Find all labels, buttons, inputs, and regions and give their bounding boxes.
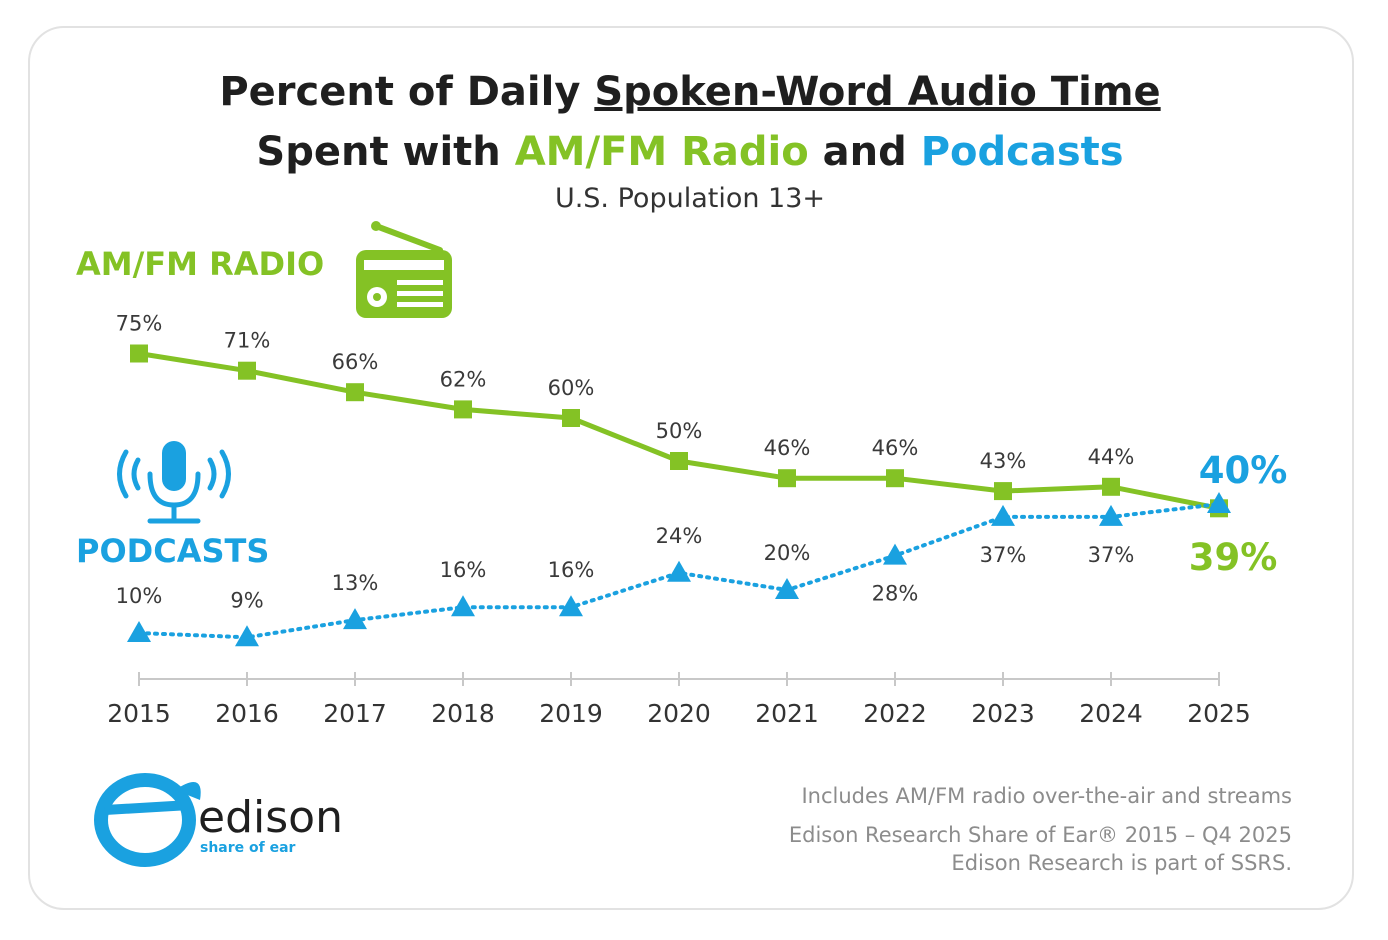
podcasts-data-label: 9% <box>230 588 263 612</box>
radio-data-label: 60% <box>548 376 595 400</box>
logo-wordmark: edison <box>198 792 343 843</box>
x-tick-label: 2021 <box>755 699 819 728</box>
x-tick-label: 2018 <box>431 699 495 728</box>
note-line-3: Edison Research is part of SSRS. <box>951 851 1292 875</box>
x-tick-label: 2025 <box>1187 699 1251 728</box>
podcasts-point <box>451 595 475 617</box>
radio-point <box>238 361 256 380</box>
chart-title-line-1: Percent of Daily Spoken-Word Audio Time <box>219 69 1160 115</box>
radio-point <box>562 409 580 427</box>
podcasts-point <box>127 621 151 642</box>
podcasts-data-label: 20% <box>764 541 811 565</box>
radio-data-label: 46% <box>872 436 919 460</box>
podcasts-data-label: 16% <box>548 558 595 582</box>
podcasts-point <box>343 608 367 630</box>
x-tick-label: 2022 <box>863 699 927 728</box>
radio-point <box>886 469 904 488</box>
podcasts-point <box>1099 504 1123 526</box>
x-tick-label: 2015 <box>107 699 171 728</box>
podcasts-point <box>883 543 907 565</box>
radio-icon <box>356 221 452 318</box>
radio-point <box>130 344 148 363</box>
x-tick-label: 2020 <box>647 699 711 728</box>
chart-title-line-2: Spent with AM/FM Radio and Podcasts <box>256 129 1123 175</box>
chart-subtitle: U.S. Population 13+ <box>555 183 825 214</box>
x-tick-label: 2024 <box>1079 699 1143 728</box>
radio-point <box>1102 477 1120 496</box>
podcasts-point <box>1207 492 1231 513</box>
podcasts-data-label: 13% <box>332 571 379 595</box>
radio-series: 75% 71% 66% 62% 60% 50% 46% 46% 43% 44% 39% <box>116 312 1278 580</box>
x-tick-label: 2016 <box>215 699 279 728</box>
radio-data-label: 50% <box>656 419 703 443</box>
podcasts-end-label: 40% <box>1199 449 1288 492</box>
podcasts-data-label: 37% <box>1088 543 1135 567</box>
chart-card <box>28 26 1354 910</box>
x-tick-label: 2023 <box>971 699 1035 728</box>
radio-point <box>346 383 364 402</box>
radio-data-label: 43% <box>980 449 1027 473</box>
note-line-2: Edison Research Share of Ear® 2015 – Q4 … <box>789 823 1292 847</box>
radio-point <box>454 400 472 419</box>
podcasts-data-label: 24% <box>656 524 703 548</box>
logo-tagline: share of ear <box>200 840 296 856</box>
podcasts-data-label: 16% <box>440 558 487 582</box>
podcasts-point <box>991 504 1015 526</box>
x-tick-label: 2017 <box>323 699 387 728</box>
podcasts-data-label: 37% <box>980 543 1027 567</box>
podcasts-data-label: 10% <box>116 584 163 608</box>
microphone-icon <box>117 441 231 524</box>
podcasts-data-label: 28% <box>872 582 919 606</box>
radio-point <box>778 469 796 488</box>
x-tick-label: 2019 <box>539 699 603 728</box>
note-line-1: Includes AM/FM radio over-the-air and st… <box>801 784 1292 808</box>
radio-data-label: 66% <box>332 350 379 374</box>
radio-data-label: 71% <box>224 329 271 353</box>
edison-logo: edison share of ear <box>94 773 343 867</box>
radio-series-label: AM/FM RADIO <box>76 245 324 283</box>
radio-data-label: 46% <box>764 436 811 460</box>
radio-point <box>994 482 1012 501</box>
radio-data-label: 62% <box>440 367 487 391</box>
podcasts-point <box>235 625 259 647</box>
radio-data-label: 44% <box>1088 445 1135 469</box>
podcasts-point <box>667 560 691 582</box>
radio-point <box>670 452 688 470</box>
podcasts-point <box>775 578 799 599</box>
podcasts-point <box>559 595 583 617</box>
podcasts-series-label: PODCASTS <box>76 532 269 570</box>
radio-end-label: 39% <box>1189 536 1278 579</box>
podcasts-series: 10% 9% 13% 16% 16% 24% 20% 28% 37% 37% 40% <box>116 449 1288 647</box>
radio-data-label: 75% <box>116 312 163 336</box>
